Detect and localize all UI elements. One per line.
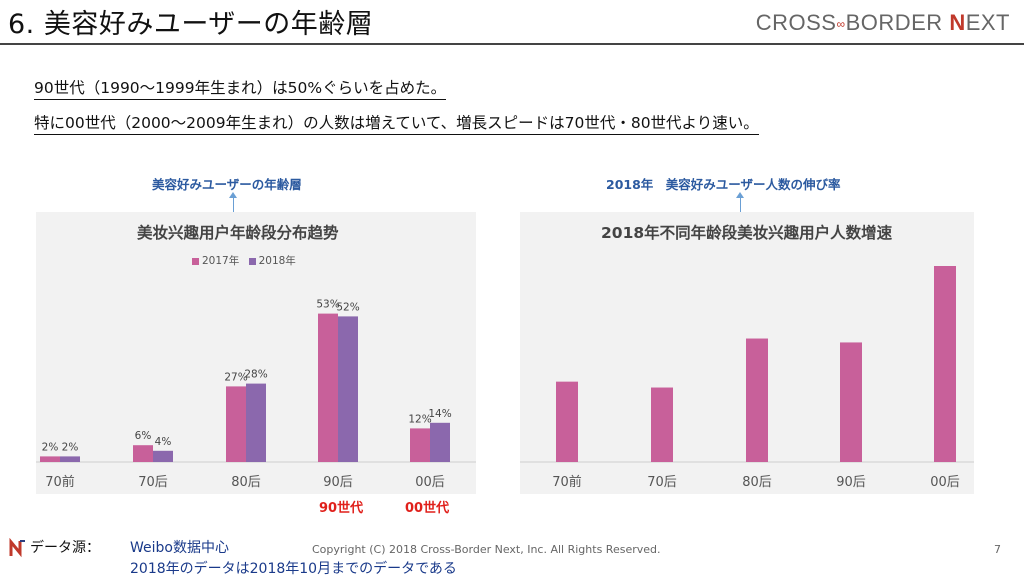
bar-70前 bbox=[556, 381, 578, 462]
bar-2018年-70后 bbox=[153, 450, 173, 462]
page-title: 6. 美容好みユーザーの年齢層 bbox=[8, 9, 374, 40]
bar-2017年-80后 bbox=[226, 386, 246, 462]
arrow-line bbox=[233, 196, 234, 214]
legend-swatch-2018 bbox=[248, 257, 256, 265]
tick-label: 90后 bbox=[323, 475, 353, 490]
era-label-90: 90世代 bbox=[319, 501, 364, 516]
data-label: 52% bbox=[336, 301, 359, 313]
bar-2017年-00后 bbox=[410, 428, 430, 462]
data-label: 14% bbox=[428, 408, 451, 420]
bar-90后 bbox=[840, 342, 862, 462]
annotation-left: 美容好みユーザーの年齢層 bbox=[152, 177, 302, 192]
tick-label: 80后 bbox=[231, 475, 261, 490]
tick-label: 70后 bbox=[647, 475, 677, 490]
bar-2017年-90后 bbox=[318, 313, 338, 462]
source-note: 2018年のデータは2018年10月までのデータである bbox=[130, 561, 457, 577]
chart-title-left: 美妆兴趣用户年龄段分布趋势 bbox=[137, 224, 339, 242]
legend-label-2017: 2017年 bbox=[202, 255, 240, 267]
company-logo: CROSS∞BORDER NEXT bbox=[756, 10, 1010, 36]
tick-label: 90后 bbox=[836, 475, 866, 490]
source-name: Weibo数据中心 bbox=[130, 540, 229, 556]
logo-text-a: CROSS bbox=[755, 10, 837, 35]
bar-2018年-80后 bbox=[246, 383, 266, 462]
logo-n: N bbox=[949, 10, 966, 35]
data-label: 53% bbox=[316, 299, 339, 311]
data-label: 6% bbox=[135, 430, 152, 442]
bar-2017年-70后 bbox=[133, 445, 153, 462]
growth-rate-chart: 70前 70后 80后 90后 00后 bbox=[520, 266, 974, 490]
copyright-text: Copyright (C) 2018 Cross-Border Next, In… bbox=[312, 543, 661, 556]
data-label: 12% bbox=[408, 413, 431, 425]
bar-70后 bbox=[651, 387, 673, 462]
chart-title-right: 2018年不同年龄段美妆兴趣用户人数增速 bbox=[601, 224, 893, 242]
tick-label: 70前 bbox=[552, 474, 582, 490]
n-logo-icon bbox=[9, 538, 25, 558]
tick-label: 00后 bbox=[415, 475, 445, 490]
logo-infinity-icon: ∞ bbox=[836, 17, 846, 32]
bar-2018年-90后 bbox=[338, 316, 358, 462]
tick-label: 70前 bbox=[45, 474, 75, 490]
tick-label: 70后 bbox=[138, 475, 168, 490]
bar-2017年-70前 bbox=[40, 456, 60, 462]
arrow-up-icon bbox=[736, 192, 744, 198]
summary-line-1: 90世代（1990～1999年生まれ）は50%ぐらいを占めた。 bbox=[34, 76, 447, 100]
legend-swatch-2017 bbox=[192, 257, 199, 265]
data-label: 4% bbox=[155, 436, 172, 448]
data-label: 2% bbox=[42, 441, 59, 453]
chart-panel-growth-rate: 70前 70后 80后 90后 00后 bbox=[520, 212, 974, 494]
bar-2018年-70前 bbox=[60, 456, 80, 462]
age-distribution-chart: 2% 2% 70前 6% 4% 70后 27%28% 80后 53%52% 90后 12%14% 00… bbox=[36, 299, 476, 490]
tick-label: 80后 bbox=[742, 475, 772, 490]
page-number: 7 bbox=[994, 543, 1001, 556]
era-label-00: 00世代 bbox=[405, 501, 450, 516]
source-label: データ源： bbox=[30, 540, 100, 556]
bar-00后 bbox=[934, 266, 956, 462]
data-label: 28% bbox=[244, 369, 267, 381]
arrow-up-icon bbox=[229, 192, 237, 198]
logo-text-c: EXT bbox=[965, 10, 1010, 35]
legend-label-2018: 2018年 bbox=[258, 255, 296, 267]
summary-line-2: 特に00世代（2000～2009年生まれ）の人数は増えていて、増長スピードは70… bbox=[34, 111, 759, 135]
data-label: 2% bbox=[62, 441, 79, 453]
title-divider bbox=[0, 43, 1024, 45]
chart-panel-age-distribution: 2% 2% 70前 6% 4% 70后 27% 28% 80后 53% 52% 90后 12% 14% 00… bbox=[36, 212, 476, 494]
data-label: 27% bbox=[224, 371, 247, 383]
bar-2018年-00后 bbox=[430, 422, 450, 462]
annotation-right: 2018年 美容好みユーザー人数の伸び率 bbox=[606, 177, 841, 192]
bar-80后 bbox=[746, 338, 768, 462]
logo-text-b: BORDER bbox=[845, 10, 950, 35]
arrow-line bbox=[740, 196, 741, 214]
tick-label: 00后 bbox=[930, 475, 960, 490]
chart-legend: 2017年 2018年 bbox=[192, 253, 296, 268]
